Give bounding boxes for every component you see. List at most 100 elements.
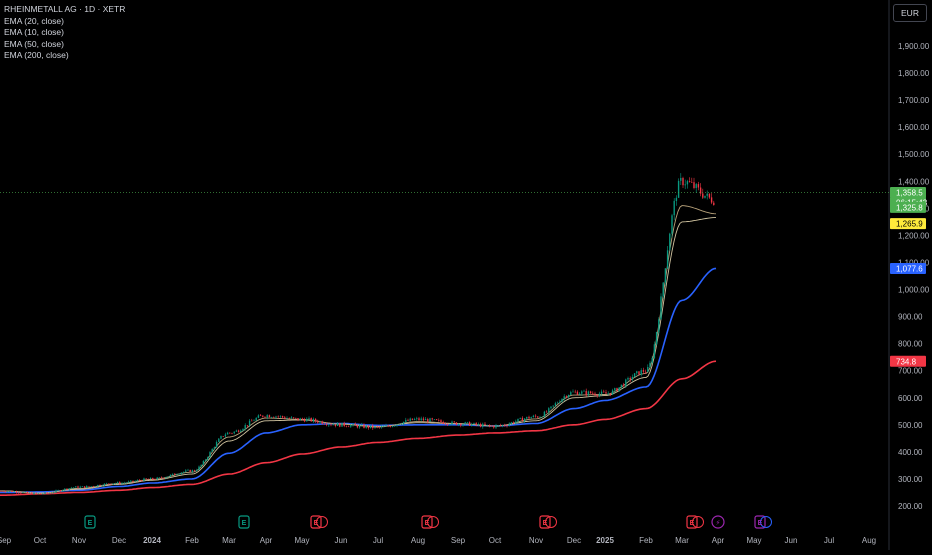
candle-body — [691, 182, 693, 183]
candle-body — [77, 486, 79, 488]
candle-body — [6, 491, 9, 492]
event-marker-label: E — [543, 520, 548, 527]
time-axis[interactable]: Sep Oct Nov Dec 2024 Feb Mar Apr May Jun Jul Aug Sep… — [0, 536, 876, 545]
event-marker-label: E — [88, 520, 93, 527]
candle-body — [99, 484, 101, 486]
candle-body — [444, 423, 447, 425]
candle-body — [185, 470, 187, 472]
candle-body — [350, 425, 352, 427]
y-tick-label: 400.00 — [898, 448, 923, 457]
candle-body — [519, 417, 521, 419]
candle-body — [677, 180, 680, 198]
y-tick-label: 300.00 — [898, 475, 923, 484]
candle-body — [416, 418, 418, 420]
legend-ema-10[interactable]: EMA (10, close) — [4, 27, 64, 37]
candle-body — [59, 490, 62, 492]
legend-ema-50[interactable]: EMA (50, close) — [4, 38, 64, 49]
candle-body — [70, 487, 73, 489]
candle-body — [565, 396, 568, 398]
candle-body — [600, 391, 603, 394]
candle-body — [112, 483, 114, 485]
candle-body — [176, 474, 178, 475]
legend-ema-20[interactable]: EMA (20, close) — [4, 15, 64, 26]
candle-body — [548, 408, 550, 413]
price-badge-bg — [890, 263, 926, 274]
candle-body — [28, 492, 31, 494]
events-layer: E E E E E E ⚡ E — [84, 515, 772, 529]
candle-body — [644, 371, 647, 373]
candle-body — [215, 442, 218, 448]
candle-body — [295, 417, 297, 419]
event-marker-label: E — [242, 520, 247, 527]
candle-body — [462, 424, 464, 426]
candle-body — [409, 418, 411, 421]
candle-body — [493, 425, 495, 428]
candle-body — [200, 464, 202, 467]
x-tick-label: Sep — [0, 536, 12, 545]
y-tick-label: 800.00 — [898, 340, 923, 349]
candle-body — [363, 424, 365, 428]
candle-body — [229, 432, 231, 434]
candle-body — [119, 482, 121, 484]
candle-body — [400, 424, 403, 425]
x-tick-label: 2024 — [143, 536, 161, 545]
candle-body — [4, 491, 7, 493]
price-badge-bg — [890, 355, 926, 367]
candle-body — [266, 415, 268, 418]
candle-body — [570, 392, 572, 395]
candle-body — [446, 424, 449, 425]
candle-body — [640, 370, 642, 375]
earnings-event-icon — [686, 515, 698, 529]
candle-body — [138, 480, 141, 481]
candle-body — [702, 193, 704, 198]
candle-body — [323, 423, 326, 425]
candle-body — [244, 425, 246, 429]
candle-body — [603, 391, 605, 393]
symbol-title[interactable]: RHEINMETALL AG · 1D · XETR — [4, 4, 126, 14]
price-badge-label: 1,077.6 — [896, 265, 923, 274]
candle-body — [473, 422, 475, 424]
x-tick-label: May — [746, 536, 761, 545]
candle-body — [543, 411, 546, 417]
candle-body — [42, 493, 44, 495]
candle-body — [660, 296, 662, 320]
x-tick-label: Feb — [185, 536, 199, 545]
candle-body — [46, 492, 48, 494]
candle-body — [259, 415, 262, 416]
earnings-event-icon — [539, 515, 551, 529]
candle-body — [614, 388, 616, 391]
candle-body — [508, 423, 510, 426]
candle-body — [457, 423, 460, 425]
candle-body — [585, 390, 587, 395]
candle-body — [213, 447, 216, 449]
candle-body — [682, 178, 684, 186]
candle-body — [55, 490, 57, 493]
candle-body — [53, 492, 55, 493]
candle-body — [218, 438, 220, 442]
legend-ema-200[interactable]: EMA (200, close) — [4, 50, 69, 60]
candle-body — [145, 478, 147, 479]
candle-body — [132, 480, 134, 482]
candle-body — [387, 425, 389, 427]
chart-legend: RHEINMETALL AG · 1D · XETR EMA (20, clos… — [4, 4, 125, 62]
candle-body — [424, 419, 427, 421]
candle-body — [9, 491, 11, 492]
candle-body — [464, 422, 466, 425]
candle-body — [319, 421, 321, 423]
candle-body — [286, 418, 288, 419]
x-tick-label: Mar — [675, 536, 689, 545]
candle-body — [163, 478, 165, 479]
candle-body — [26, 491, 29, 493]
x-tick-label: Nov — [529, 536, 543, 545]
candle-body — [631, 377, 634, 380]
candle-body — [103, 483, 106, 486]
candle-body — [517, 418, 519, 422]
candle-body — [88, 486, 90, 487]
currency-button[interactable]: EUR — [893, 4, 927, 22]
candle-body — [622, 384, 625, 387]
candle-body — [684, 184, 686, 186]
candle-body — [222, 436, 224, 437]
candle-body — [108, 483, 110, 485]
